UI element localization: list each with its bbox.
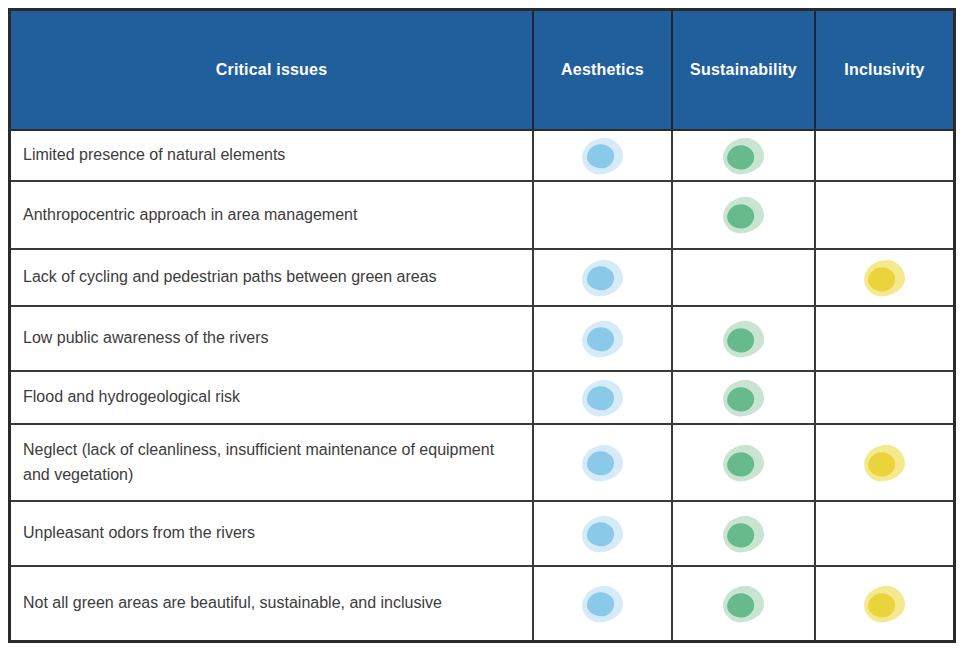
sustainability-cell [673,182,816,248]
table-row: Lack of cycling and pedestrian paths bet… [11,250,953,307]
inclusivity-cell [816,425,953,500]
sustainability-dot-icon [721,513,766,554]
issue-label: Anthropocentric approach in area managem… [11,182,534,248]
issue-label: Flood and hydrogeological risk [11,372,534,423]
aesthetics-dot-icon [580,135,625,176]
inclusivity-cell [816,131,953,180]
sustainability-cell [673,372,816,423]
aesthetics-cell [534,502,673,565]
sustainability-dot-icon [721,442,766,483]
aesthetics-dot-icon [580,377,625,418]
issue-label: Limited presence of natural elements [11,131,534,180]
aesthetics-cell [534,131,673,180]
sustainability-dot-icon [721,377,766,418]
issue-label: Low public awareness of the rivers [11,307,534,370]
inclusivity-dot-icon [862,257,907,298]
dot-core [587,521,615,546]
dot-core [868,266,896,291]
aesthetics-cell [534,307,673,370]
inclusivity-cell [816,372,953,423]
sustainability-cell [673,502,816,565]
dot-core [727,522,755,547]
table-row: Neglect (lack of cleanliness, insufficie… [11,425,953,502]
aesthetics-cell [534,250,673,305]
inclusivity-cell [816,250,953,305]
dot-core [587,385,615,410]
sustainability-cell [673,567,816,640]
dot-core [587,265,615,290]
sustainability-dot-icon [721,135,766,176]
dot-core [727,204,755,229]
table-row: Flood and hydrogeological risk [11,372,953,425]
inclusivity-cell [816,307,953,370]
inclusivity-cell [816,502,953,565]
issue-label: Unpleasant odors from the rivers [11,502,534,565]
sustainability-cell [673,250,816,305]
aesthetics-cell [534,372,673,423]
table-row: Not all green areas are beautiful, susta… [11,567,953,640]
inclusivity-cell [816,182,953,248]
aesthetics-cell [534,182,673,248]
table-row: Limited presence of natural elements [11,131,953,182]
dot-core [727,144,755,169]
inclusivity-dot-icon [862,583,907,624]
sustainability-dot-icon [721,583,766,624]
dot-core [727,592,755,617]
dot-core [727,451,755,476]
inclusivity-cell [816,567,953,640]
aesthetics-dot-icon [580,583,625,624]
dot-core [727,386,755,411]
table-row: Low public awareness of the rivers [11,307,953,372]
dot-core [868,592,896,617]
aesthetics-dot-icon [580,257,625,298]
critical-issues-table: Critical issues Aesthetics Sustainabilit… [8,8,956,643]
dot-core [868,451,896,476]
column-header-inclusivity: Inclusivity [816,11,953,129]
table-body: Limited presence of natural elements Ant… [11,131,953,640]
column-header-critical-issues: Critical issues [11,11,534,129]
column-header-sustainability: Sustainability [673,11,816,129]
column-header-aesthetics: Aesthetics [534,11,673,129]
aesthetics-dot-icon [580,513,625,554]
issue-label: Lack of cycling and pedestrian paths bet… [11,250,534,305]
sustainability-dot-icon [721,195,766,236]
dot-core [587,591,615,616]
dot-core [587,143,615,168]
issue-label: Not all green areas are beautiful, susta… [11,567,534,640]
page: Critical issues Aesthetics Sustainabilit… [0,0,967,651]
aesthetics-dot-icon [580,318,625,359]
table-row: Unpleasant odors from the rivers [11,502,953,567]
aesthetics-cell [534,425,673,500]
sustainability-cell [673,131,816,180]
inclusivity-dot-icon [862,442,907,483]
sustainability-cell [673,307,816,370]
aesthetics-dot-icon [580,442,625,483]
sustainability-dot-icon [721,318,766,359]
dot-core [587,450,615,475]
issue-label: Neglect (lack of cleanliness, insufficie… [11,425,534,500]
dot-core [587,326,615,351]
dot-core [727,327,755,352]
table-row: Anthropocentric approach in area managem… [11,182,953,250]
aesthetics-cell [534,567,673,640]
table-header-row: Critical issues Aesthetics Sustainabilit… [11,11,953,131]
sustainability-cell [673,425,816,500]
